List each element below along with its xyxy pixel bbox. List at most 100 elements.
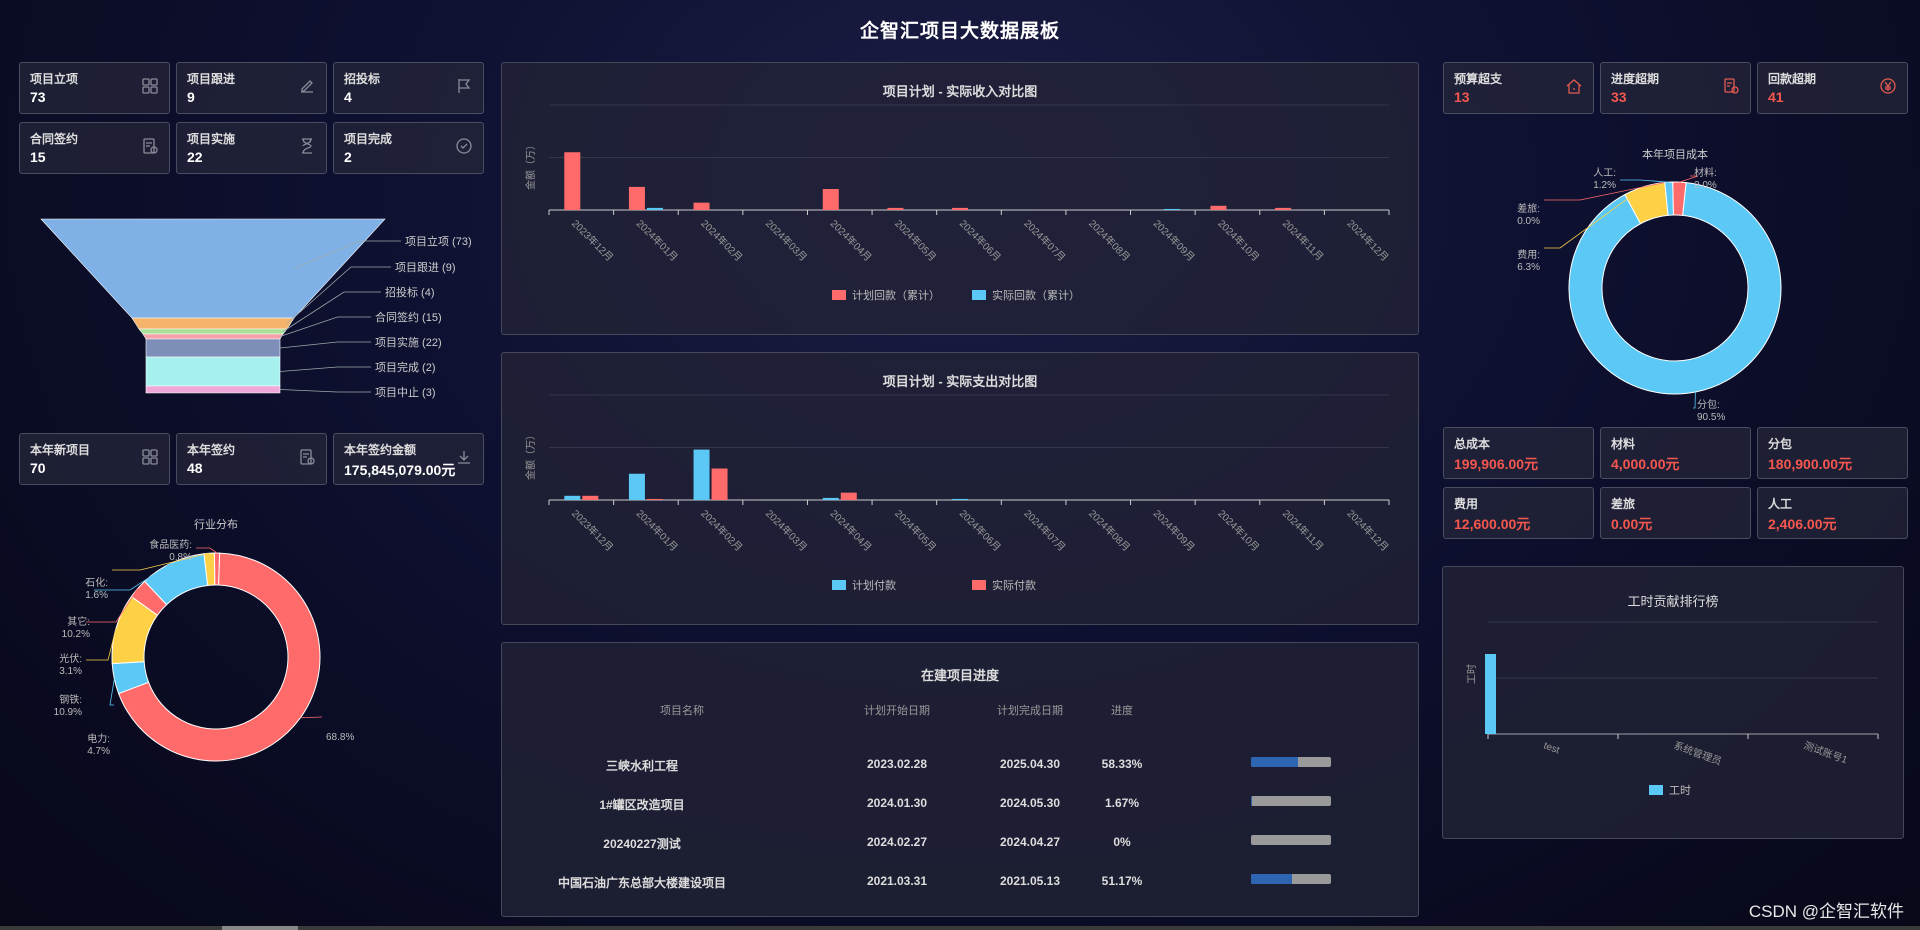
funnel-segment xyxy=(145,338,281,358)
stat-card[interactable]: 本年签约金额 175,845,079.00元 xyxy=(333,433,484,485)
progress-row[interactable]: 中国石油广东总部大楼建设项目 2021.03.31 2021.05.13 51.… xyxy=(502,872,1418,892)
donut-leader-line xyxy=(112,552,210,571)
stat-card[interactable]: 材料 4,000.00元 xyxy=(1600,427,1751,479)
watermark: CSDN @企智汇软件 xyxy=(1748,902,1904,921)
stat-value: 4,000.00元 xyxy=(1611,456,1680,472)
donut-label-pct: 68.8% xyxy=(326,732,354,743)
bar xyxy=(1210,205,1227,210)
progress-panel: 在建项目进度 项目名称 计划开始日期 计划完成日期 进度 三峡水利工程 2023… xyxy=(501,642,1419,917)
funnel-leader-line xyxy=(293,240,401,269)
bar xyxy=(1275,207,1292,210)
stat-label: 本年新项目 xyxy=(30,443,91,457)
donut-leader-line xyxy=(109,678,115,706)
stat-label: 合同签约 xyxy=(30,132,79,146)
stat-label: 项目完成 xyxy=(344,132,393,146)
donut-label-pct: 0.8% xyxy=(169,552,192,563)
x-tick-label: 2024年09月 xyxy=(1151,507,1198,554)
donut-label-name: 光伏: xyxy=(59,652,82,665)
expense-chart-title: 项目计划 - 实际支出对比图 xyxy=(882,374,1038,389)
stat-value: 180,900.00元 xyxy=(1768,456,1853,472)
stat-card[interactable]: 本年签约 48 xyxy=(176,433,327,485)
legend-swatch xyxy=(1649,785,1663,795)
donut-label-pct: 4.7% xyxy=(87,746,110,757)
x-tick-label: 2024年10月 xyxy=(1215,217,1262,264)
start-date: 2024.02.27 xyxy=(866,835,928,849)
donut-slice xyxy=(117,552,321,762)
stat-label: 项目跟进 xyxy=(187,72,236,86)
donut-leader-line xyxy=(1679,175,1699,183)
donut-label-pct: 10.2% xyxy=(62,629,90,640)
progress-title: 在建项目进度 xyxy=(920,668,999,683)
stat-value: 13 xyxy=(1454,89,1470,105)
x-tick-label: 2024年03月 xyxy=(763,217,810,264)
progress-pct: 1.67% xyxy=(1104,796,1140,810)
x-tick-label: 2024年12月 xyxy=(1345,217,1392,264)
progress-row[interactable]: 20240227测试 2024.02.27 2024.04.27 0% xyxy=(502,833,1418,853)
stat-card[interactable]: 本年新项目 70 xyxy=(19,433,170,485)
stat-card[interactable]: 项目跟进 9 xyxy=(176,62,327,114)
hours-chart: 工时 test 系统管理员 测试账号1 工时 xyxy=(1466,621,1879,797)
download-icon xyxy=(455,448,473,466)
x-tick-label: 2024年02月 xyxy=(698,507,745,554)
x-tick-label: 2024年04月 xyxy=(828,507,875,554)
start-date: 2023.02.28 xyxy=(866,757,928,771)
contract-icon xyxy=(141,137,159,155)
stat-label: 差旅 xyxy=(1611,497,1636,511)
funnel-segment xyxy=(138,328,288,335)
horizontal-scrollbar[interactable] xyxy=(0,926,1920,930)
stat-card[interactable]: 差旅 0.00元 xyxy=(1600,487,1751,539)
donut-label-name: 人工: xyxy=(1593,167,1616,179)
stat-card[interactable]: 费用 12,600.00元 xyxy=(1443,487,1594,539)
expense-chart-panel: 项目计划 - 实际支出对比图 金额（万） 2023年12月 2024年01月 2024… xyxy=(501,352,1419,625)
legend-swatch xyxy=(832,290,846,300)
funnel-label: 招投标 (4) xyxy=(385,285,435,299)
end-date: 2021.05.13 xyxy=(999,874,1061,888)
stat-card[interactable]: 项目实施 22 xyxy=(176,122,327,174)
stat-card[interactable]: 招投标 4 xyxy=(333,62,484,114)
donut-leader-line xyxy=(86,588,138,623)
legend-swatch xyxy=(972,580,986,590)
progress-pct: 0% xyxy=(1113,835,1131,849)
x-tick-label: 2024年02月 xyxy=(698,217,745,264)
y-axis-label: 金额（万） xyxy=(524,430,537,480)
legend-label: 计划回款（累计） xyxy=(852,288,940,302)
stat-card[interactable]: 总成本 199,906.00元 xyxy=(1443,427,1594,479)
x-tick-label: 2024年11月 xyxy=(1280,217,1326,263)
income-chart-panel: 项目计划 - 实际收入对比图 金额（万） 2023年12月 2024年01月 2024… xyxy=(501,62,1419,335)
project-name: 1#罐区改造项目 xyxy=(599,798,685,812)
stat-label: 招投标 xyxy=(344,72,381,86)
progress-bar xyxy=(1251,874,1331,884)
stat-card[interactable]: 合同签约 15 xyxy=(19,122,170,174)
donut-label-name: 其它: xyxy=(67,615,90,628)
bar xyxy=(628,186,645,210)
stat-card[interactable]: 项目完成 2 xyxy=(333,122,484,174)
stat-label: 项目实施 xyxy=(187,132,236,146)
progress-bar xyxy=(1251,796,1331,806)
stat-card[interactable]: 进度超期 33 xyxy=(1600,62,1751,114)
progress-pct: 58.33% xyxy=(1101,757,1143,771)
progress-row[interactable]: 1#罐区改造项目 2024.01.30 2024.05.30 1.67% xyxy=(502,794,1418,814)
donut-label-pct: 1.2% xyxy=(1593,180,1616,191)
stat-card[interactable]: 项目立项 73 xyxy=(19,62,170,114)
scrollbar-thumb[interactable] xyxy=(222,926,298,930)
stat-card[interactable]: 预算超支 13 xyxy=(1443,62,1594,114)
project-name: 中国石油广东总部大楼建设项目 xyxy=(557,876,726,890)
donut-label-pct: 2.0% xyxy=(1694,180,1717,191)
x-tick-label: 2024年05月 xyxy=(892,217,939,264)
grid-icon xyxy=(141,77,159,95)
stat-value: 2 xyxy=(344,149,352,165)
donut-leader-line xyxy=(86,628,117,661)
x-tick-label: 2024年06月 xyxy=(957,217,1004,264)
x-tick-label: 2024年11月 xyxy=(1280,507,1326,553)
stat-value: 15 xyxy=(30,149,46,165)
bar xyxy=(822,497,839,500)
stat-card[interactable]: 回款超期 41 xyxy=(1757,62,1908,114)
bar xyxy=(582,495,599,500)
funnel-label: 项目完成 (2) xyxy=(375,360,436,374)
stat-card[interactable]: 分包 180,900.00元 xyxy=(1757,427,1908,479)
progress-row[interactable]: 三峡水利工程 2023.02.28 2025.04.30 58.33% xyxy=(502,755,1418,775)
stat-card[interactable]: 人工 2,406.00元 xyxy=(1757,487,1908,539)
end-date: 2024.04.27 xyxy=(999,835,1061,849)
donut-leader-line xyxy=(1544,186,1645,249)
x-tick-label: test xyxy=(1542,740,1561,756)
